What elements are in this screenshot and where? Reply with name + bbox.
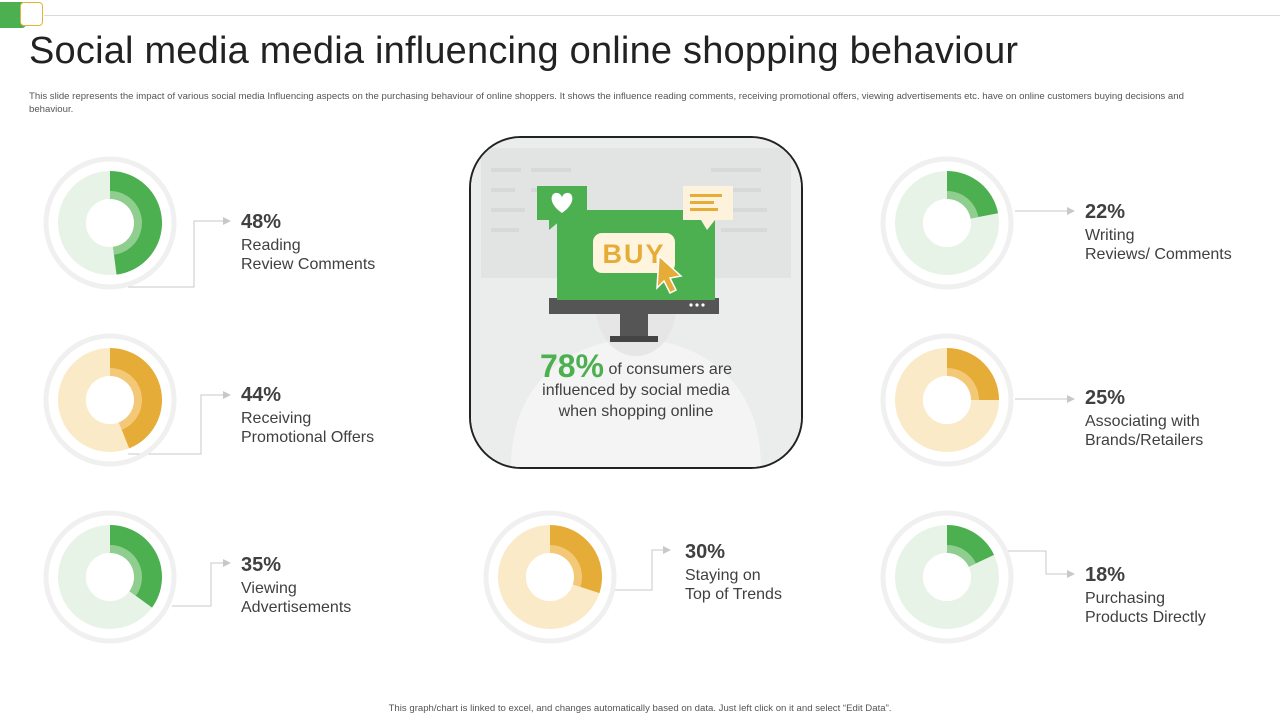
metric-value: 30% <box>685 541 726 563</box>
shopping-illustration: BUY <box>471 138 801 467</box>
connector-purchasing <box>1008 550 1075 578</box>
metric-trends: 30% Staying on Top of Trends <box>685 540 782 604</box>
center-text-line3: when shopping online <box>558 403 714 420</box>
metric-promotional: 44% Receiving Promotional Offers <box>241 383 374 447</box>
corner-tab-outline <box>20 2 43 26</box>
metric-value: 25% <box>1085 387 1126 409</box>
cursor-icon <box>656 254 683 295</box>
metric-ads: 35% Viewing Advertisements <box>241 553 351 617</box>
donut-outer-ring <box>43 510 177 644</box>
slide-description: This slide represents the impact of vari… <box>29 91 1184 115</box>
metric-label-line2: Advertisements <box>241 599 352 616</box>
metric-label-line1: Reading <box>241 237 301 254</box>
donut-writing <box>880 156 1014 290</box>
metric-label-line2: Review Comments <box>241 256 376 273</box>
metric-label-line2: Reviews/ Comments <box>1085 246 1232 263</box>
donut-brands <box>880 333 1014 467</box>
metric-label-line2: Top of Trends <box>685 586 782 603</box>
center-text-line1: of consumers are <box>608 361 733 378</box>
metric-reading: 48% Reading Review Comments <box>241 210 375 274</box>
connector-ads <box>172 559 231 607</box>
donut-promotional <box>43 333 177 467</box>
center-text-line2: influenced by social media <box>542 382 730 399</box>
metric-label-line1: Associating with <box>1085 413 1200 430</box>
metric-value: 48% <box>241 211 282 233</box>
connector-trends <box>613 546 671 591</box>
center-value: 78% <box>539 348 604 384</box>
donut-trends <box>483 510 617 644</box>
metric-brands: 25% Associating with Brands/Retailers <box>1085 386 1203 450</box>
metric-label-line1: Viewing <box>241 580 297 597</box>
donut-value-inner <box>947 368 979 400</box>
message-icon <box>683 186 733 230</box>
donut-purchasing <box>880 510 1014 644</box>
donut-value-inner <box>947 191 979 219</box>
donut-outer-ring <box>43 156 177 290</box>
donut-value-arc <box>947 171 999 219</box>
metric-label-line2: Products Directly <box>1085 609 1206 626</box>
top-divider <box>44 15 1280 16</box>
donut-hole <box>923 553 971 601</box>
donut-value-arc <box>947 348 999 400</box>
metric-label-line1: Writing <box>1085 227 1135 244</box>
donut-outer-ring <box>43 333 177 467</box>
monitor-icon <box>549 210 719 342</box>
donut-value-inner <box>110 191 143 255</box>
slide-title: Social media media influencing online sh… <box>29 30 1019 72</box>
donut-value-inner <box>947 545 976 567</box>
metric-label-line2: Promotional Offers <box>241 429 375 446</box>
metric-label-line1: Receiving <box>241 410 312 427</box>
metric-writing: 22% Writing Reviews/ Comments <box>1085 200 1232 264</box>
donut-value-inner <box>110 368 142 430</box>
donut-hole <box>923 376 971 424</box>
donut-outer-ring <box>880 333 1014 467</box>
donut-ads <box>43 510 177 644</box>
donut-hole <box>86 376 134 424</box>
donut-value-inner <box>110 545 142 596</box>
donut-hole <box>923 199 971 247</box>
donut-outer-ring <box>880 156 1014 290</box>
donut-value-arc <box>947 525 995 567</box>
metric-label-line1: Staying on <box>685 567 761 584</box>
metric-label-line2: Brands/Retailers <box>1085 432 1204 449</box>
donut-hole <box>86 553 134 601</box>
metric-value: 18% <box>1085 564 1126 586</box>
donut-hole <box>526 553 574 601</box>
donut-value-inner <box>550 545 582 587</box>
metric-value: 22% <box>1085 201 1126 223</box>
heart-icon <box>537 186 587 230</box>
buy-label: BUY <box>602 239 665 269</box>
donut-hole <box>86 199 134 247</box>
donut-outer-ring <box>880 510 1014 644</box>
donut-outer-ring <box>483 510 617 644</box>
donut-reading <box>43 156 177 290</box>
center-card: BUY 78% of consumers are influenced by s… <box>469 136 803 469</box>
footer-note: This graph/chart is linked to excel, and… <box>388 703 892 714</box>
metric-label-line1: Purchasing <box>1085 590 1166 607</box>
center-statement: 78% of consumers are influenced by socia… <box>471 350 801 422</box>
metric-value: 35% <box>241 554 282 576</box>
metric-purchasing: 18% Purchasing Products Directly <box>1085 563 1206 627</box>
metric-value: 44% <box>241 384 282 406</box>
